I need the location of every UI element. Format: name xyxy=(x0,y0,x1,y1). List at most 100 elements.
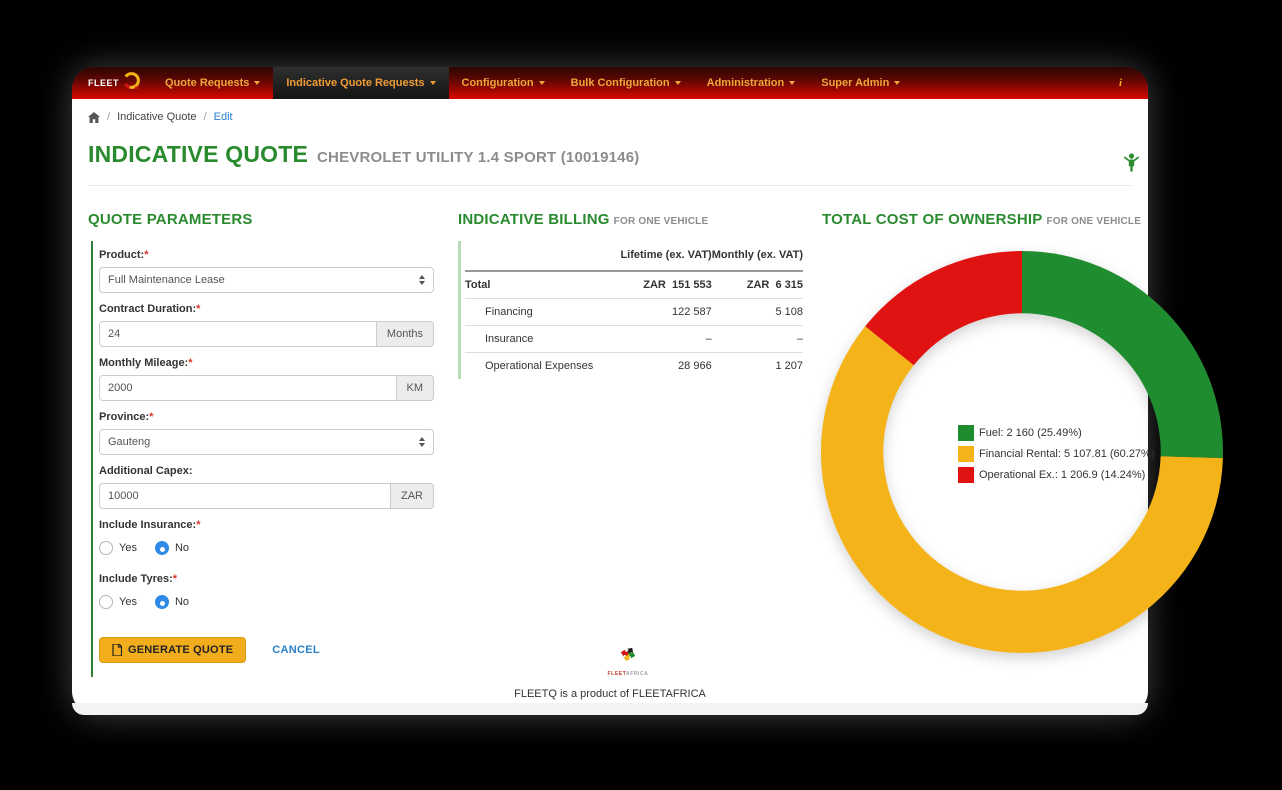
navbar: FLEET Quote Requests Indicative Quote Re… xyxy=(72,67,1148,99)
legend-item-operational: Operational Ex.: 1 206.9 (14.24%) xyxy=(958,466,1155,483)
additional-capex-label: Additional Capex: xyxy=(99,465,193,477)
insurance-no-radio[interactable]: No xyxy=(154,541,190,555)
chevron-down-icon xyxy=(429,81,436,85)
province-select[interactable]: Gauteng xyxy=(99,429,434,455)
contract-duration-input[interactable]: 24 xyxy=(99,321,377,347)
operational-legend-label: Operational Ex.: 1 206.9 (14.24%) xyxy=(979,468,1146,481)
generate-quote-button[interactable]: GENERATE QUOTE xyxy=(99,637,247,663)
nav-item-quote-requests[interactable]: Quote Requests xyxy=(152,67,273,99)
required-marker: * xyxy=(196,303,201,315)
billing-col-empty xyxy=(465,241,611,271)
brand-name: FLEET xyxy=(88,78,119,88)
monthly-mileage-input[interactable]: 2000 xyxy=(99,375,397,401)
monthly-mileage-label: Monthly Mileage:* xyxy=(99,357,193,369)
table-row-financing: Financing 122 587 5 108 xyxy=(465,298,803,326)
field-include-insurance: Include Insurance:* Yes No xyxy=(99,513,450,563)
footer-strip xyxy=(72,703,1148,715)
financial-rental-swatch xyxy=(958,445,974,462)
monthly-mileage-unit: KM xyxy=(396,375,434,401)
nav-item-administration[interactable]: Administration xyxy=(694,67,809,99)
breadcrumb-separator: / xyxy=(107,111,111,123)
title-divider xyxy=(88,185,1132,186)
billing-table-wrap: Lifetime (ex. VAT) Monthly (ex. VAT) Tot… xyxy=(458,241,803,379)
donut-slice-financial-rental[interactable] xyxy=(821,326,1223,653)
app-card: FLEET Quote Requests Indicative Quote Re… xyxy=(72,67,1223,715)
required-marker: * xyxy=(188,357,193,369)
required-marker: * xyxy=(196,519,201,531)
field-product: Product:* Full Maintenance Lease xyxy=(99,243,450,293)
province-select-value: Gauteng xyxy=(108,436,151,448)
additional-capex-input[interactable]: 10000 xyxy=(99,483,391,509)
tco-legend: Fuel: 2 160 (25.49%) Financial Rental: 5… xyxy=(958,424,1155,487)
row-monthly-value: – xyxy=(711,325,803,353)
include-insurance-label: Include Insurance:* xyxy=(99,519,201,531)
nav-item-label: Bulk Configuration xyxy=(570,77,670,89)
nav-item-super-admin[interactable]: Super Admin xyxy=(808,67,913,99)
indicative-billing-section: INDICATIVE BILLING FOR ONE VEHICLE Lifeti… xyxy=(458,211,803,379)
info-icon[interactable]: i xyxy=(1118,77,1122,89)
row-label: Operational Expenses xyxy=(465,352,611,379)
province-label: Province:* xyxy=(99,411,154,423)
row-label: Total xyxy=(465,270,611,299)
radio-icon[interactable] xyxy=(99,595,113,609)
field-contract-duration: Contract Duration:* 24 Months xyxy=(99,297,450,347)
fleetafrica-wordmark: FLEETAFRICA xyxy=(578,671,678,677)
row-lifetime-value: – xyxy=(610,325,712,353)
row-lifetime-value: 28 966 xyxy=(610,352,712,379)
brand-logo[interactable]: FLEET xyxy=(72,67,152,99)
nav-item-bulk-configuration[interactable]: Bulk Configuration xyxy=(558,67,694,99)
nav-item-configuration[interactable]: Configuration xyxy=(449,67,558,99)
tyres-yes-radio[interactable]: Yes xyxy=(99,595,137,609)
cancel-link[interactable]: CANCEL xyxy=(272,644,320,656)
required-marker: * xyxy=(144,249,149,261)
radio-icon[interactable] xyxy=(99,541,113,555)
field-province: Province:* Gauteng xyxy=(99,405,450,455)
tco-subheading: FOR ONE VEHICLE xyxy=(1046,216,1142,227)
field-include-tyres: Include Tyres:* Yes No xyxy=(99,567,450,617)
field-additional-capex: Additional Capex: 10000 ZAR xyxy=(99,459,450,509)
select-caret-icon xyxy=(419,437,425,447)
required-marker: * xyxy=(172,573,178,585)
billing-header-row: Lifetime (ex. VAT) Monthly (ex. VAT) xyxy=(465,241,803,271)
table-row-operational-expenses: Operational Expenses 28 966 1 207 xyxy=(465,352,803,379)
page-subtitle: CHEVROLET UTILITY 1.4 SPORT (10019146) xyxy=(317,149,640,166)
breadcrumb-separator: / xyxy=(203,111,207,123)
contract-duration-unit: Months xyxy=(376,321,434,347)
nav-item-label: Administration xyxy=(706,77,785,89)
chevron-down-icon xyxy=(789,81,796,85)
insurance-yes-radio[interactable]: Yes xyxy=(99,541,137,555)
billing-col-monthly: Monthly (ex. VAT) xyxy=(711,249,803,261)
quote-parameters-form: Product:* Full Maintenance Lease Contrac… xyxy=(91,241,450,677)
insurance-no-label: No xyxy=(174,542,190,554)
billing-table: Lifetime (ex. VAT) Monthly (ex. VAT) Tot… xyxy=(465,241,803,379)
person-icon[interactable] xyxy=(1123,153,1140,177)
tco-heading: TOTAL COST OF OWNERSHIP xyxy=(822,211,1043,228)
product-select[interactable]: Full Maintenance Lease xyxy=(99,267,434,293)
donut-slice-operational-ex-[interactable] xyxy=(865,251,1022,366)
product-select-value: Full Maintenance Lease xyxy=(108,274,225,286)
fuel-swatch xyxy=(958,424,974,441)
row-lifetime-value: ZAR 151 553 xyxy=(610,270,712,299)
tyres-no-label: No xyxy=(174,596,190,608)
nav-item-indicative-quote-requests[interactable]: Indicative Quote Requests xyxy=(273,67,449,99)
donut-slice-fuel[interactable] xyxy=(1022,251,1223,459)
table-row-insurance: Insurance – – xyxy=(465,325,803,353)
chevron-down-icon xyxy=(254,81,261,85)
product-label: Product:* xyxy=(99,249,149,261)
fuel-legend-label: Fuel: 2 160 (25.49%) xyxy=(979,426,1082,439)
breadcrumb-edit[interactable]: Edit xyxy=(213,111,233,123)
tco-donut-svg xyxy=(821,251,1223,653)
radio-icon[interactable] xyxy=(154,541,169,555)
gauge-logo-icon xyxy=(121,70,142,96)
chevron-down-icon xyxy=(674,81,681,85)
home-icon[interactable] xyxy=(88,111,100,123)
breadcrumb-indicative-quote[interactable]: Indicative Quote xyxy=(117,111,197,123)
table-row-total: Total ZAR 151 553 ZAR 6 315 xyxy=(465,270,803,299)
wordmark-fleet: FLEET xyxy=(607,671,626,677)
radio-icon[interactable] xyxy=(154,595,169,609)
insurance-yes-label: Yes xyxy=(119,542,137,554)
quote-parameters-heading: QUOTE PARAMETERS xyxy=(88,211,253,228)
chevron-down-icon xyxy=(894,81,901,85)
quote-parameters-section: QUOTE PARAMETERS Product:* Full Maintena… xyxy=(88,211,450,677)
tyres-no-radio[interactable]: No xyxy=(154,595,190,609)
